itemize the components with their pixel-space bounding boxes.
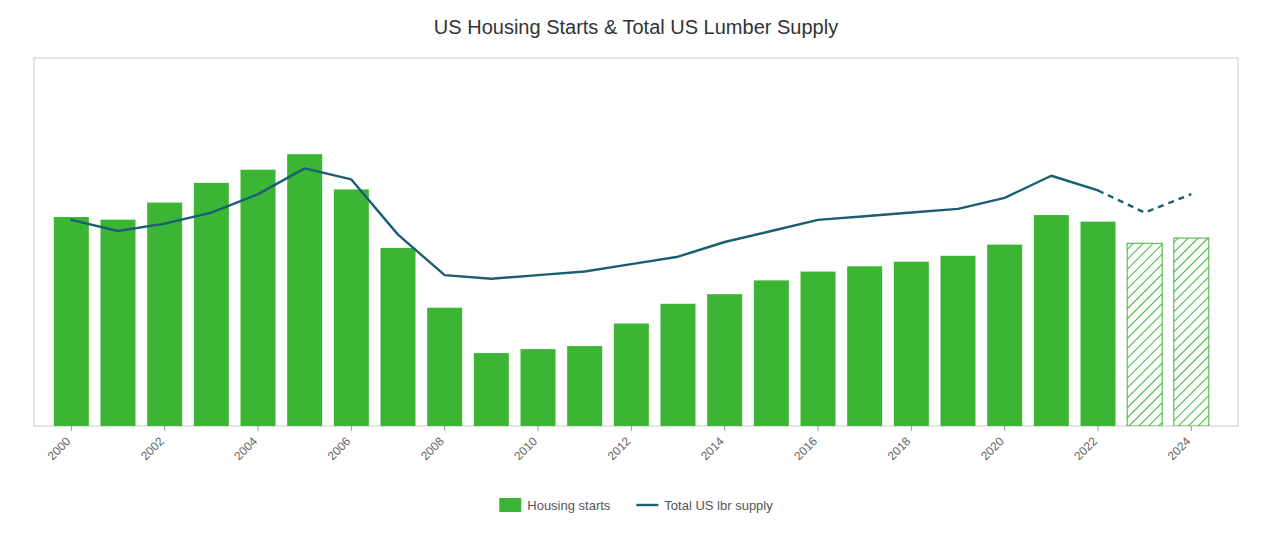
bar — [941, 256, 976, 426]
legend-label: Total US lbr supply — [664, 498, 773, 513]
bar — [661, 304, 696, 426]
x-tick — [444, 426, 445, 431]
marks — [54, 154, 1209, 426]
x-tick — [724, 426, 725, 431]
x-tick — [538, 426, 539, 431]
bar — [707, 294, 742, 426]
x-tick — [164, 426, 165, 431]
bar-series — [54, 154, 1116, 426]
legend: Housing starts Total US lbr supply — [499, 498, 773, 513]
bar — [381, 248, 416, 426]
bar — [1081, 222, 1116, 426]
x-tick-label: 2002 — [138, 434, 167, 463]
bar — [1034, 215, 1069, 426]
bar — [241, 170, 276, 426]
bar — [427, 308, 462, 426]
title: US Housing Starts & Total US Lumber Supp… — [434, 16, 838, 38]
x-tick-label: 2022 — [1071, 434, 1100, 463]
bar — [754, 280, 789, 426]
x-tick-label: 2006 — [325, 434, 354, 463]
x-tick-label: 2020 — [978, 434, 1007, 463]
x-tick-label: 2008 — [418, 434, 447, 463]
x-tick-label: 2010 — [511, 434, 540, 463]
plot-frame — [34, 58, 1238, 426]
x-tick — [1098, 426, 1099, 431]
bar — [54, 217, 89, 426]
legend-item: Housing starts — [499, 498, 611, 513]
legend-swatch — [499, 498, 521, 512]
x-tick — [911, 426, 912, 431]
chart: US Housing Starts & Total US Lumber Supp… — [0, 0, 1272, 538]
bar — [474, 353, 509, 426]
bar — [194, 183, 229, 426]
x-tick — [71, 426, 72, 431]
x-tick — [258, 426, 259, 431]
legend-item: Total US lbr supply — [636, 498, 773, 513]
legend-label: Housing starts — [527, 498, 611, 513]
x-tick — [1004, 426, 1005, 431]
bar — [987, 245, 1022, 426]
bar — [101, 220, 136, 426]
x-tick-label: 2024 — [1165, 434, 1194, 463]
legend-swatch — [636, 504, 658, 506]
bar — [567, 346, 602, 426]
x-tick-label: 2000 — [45, 434, 74, 463]
x-tick — [1191, 426, 1192, 431]
x-tick-label: 2004 — [231, 434, 260, 463]
bar — [1174, 238, 1209, 426]
bar — [894, 262, 929, 426]
x-tick-label: 2018 — [885, 434, 914, 463]
bar — [147, 203, 182, 426]
bar-series — [1127, 238, 1209, 426]
bar — [521, 349, 556, 426]
line — [1098, 190, 1191, 212]
bar — [801, 272, 836, 426]
x-tick — [351, 426, 352, 431]
bar — [1127, 243, 1162, 426]
x-tick-label: 2016 — [791, 434, 820, 463]
line — [71, 168, 1098, 278]
bar — [334, 189, 369, 426]
bar — [847, 266, 882, 426]
bar — [287, 154, 322, 426]
x-tick — [818, 426, 819, 431]
bar — [614, 323, 649, 426]
x-axis: 2000 2002 2004 2006 2008 2010 2012 2014 2016 2018… — [45, 426, 1194, 463]
x-tick-label: 2012 — [605, 434, 634, 463]
x-tick — [631, 426, 632, 431]
x-tick-label: 2014 — [698, 434, 727, 463]
